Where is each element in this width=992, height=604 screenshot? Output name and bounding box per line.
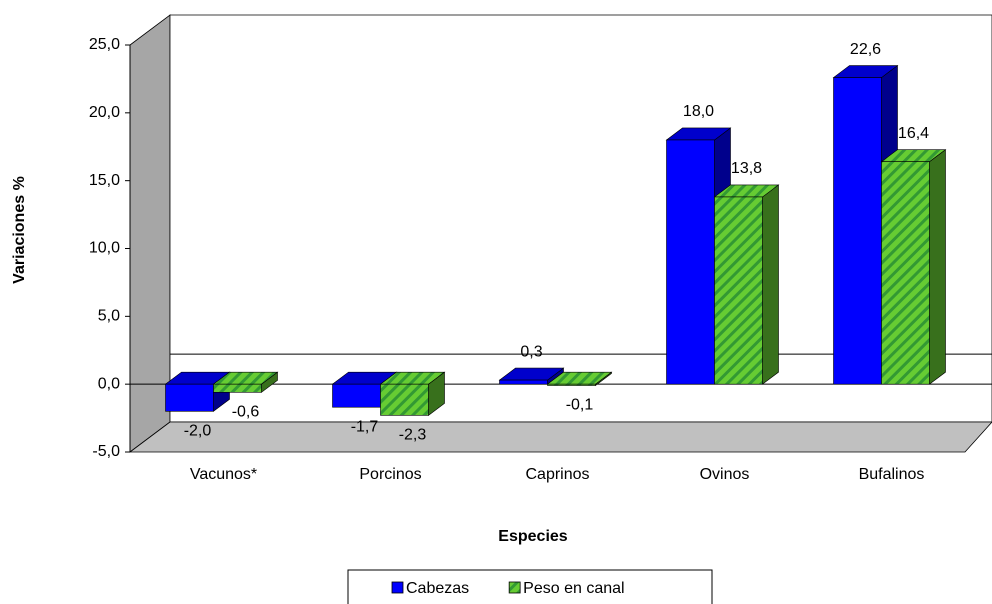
y-tick-label: 10,0 [89,240,120,257]
y-tick-label: 5,0 [98,308,120,325]
legend-label: Peso en canal [523,580,624,597]
data-label: -2,3 [399,427,427,444]
bar [713,184,780,385]
bar [212,371,279,393]
bar-front [380,383,429,416]
bar-front [714,196,763,385]
side-wall [129,14,171,453]
bar-front [499,379,548,385]
y-axis-title: Variaciones % [11,176,28,284]
floor [128,421,992,453]
legend-box [347,569,713,604]
back-wall [169,14,992,423]
y-tick-label: 25,0 [89,36,120,53]
data-label: 18,0 [683,103,714,120]
data-label: -0,6 [232,404,260,421]
x-tick-label: Caprinos [525,466,589,483]
data-label: 22,6 [850,41,881,58]
legend-label: Cabezas [406,580,469,597]
bar-front [165,383,214,412]
bar-front [666,139,715,385]
x-tick-label: Vacunos* [190,466,257,483]
bar [379,371,446,416]
data-label: 13,8 [731,160,762,177]
bar-front [833,77,882,385]
legend-swatch [391,581,404,594]
bar-front [547,383,596,386]
y-tick-label: 15,0 [89,172,120,189]
x-tick-label: Ovinos [700,466,750,483]
x-tick-label: Bufalinos [859,466,925,483]
y-tick-label: -5,0 [92,443,120,460]
bar-side [762,184,779,385]
data-label: -0,1 [566,397,594,414]
x-tick-label: Porcinos [359,466,421,483]
x-axis-title: Especies [498,528,567,545]
data-label: 16,4 [898,125,929,142]
data-label: 0,3 [520,343,542,360]
bar-front [881,161,930,385]
bar [880,149,947,385]
data-label: -2,0 [184,423,212,440]
data-label: -1,7 [351,418,379,435]
y-tick-label: 20,0 [89,104,120,121]
y-tick-label: 0,0 [98,375,120,392]
bar-side [929,149,946,385]
bar-front [213,383,262,393]
bar [546,371,613,387]
legend-swatch [508,581,521,594]
bar-front [332,383,381,408]
